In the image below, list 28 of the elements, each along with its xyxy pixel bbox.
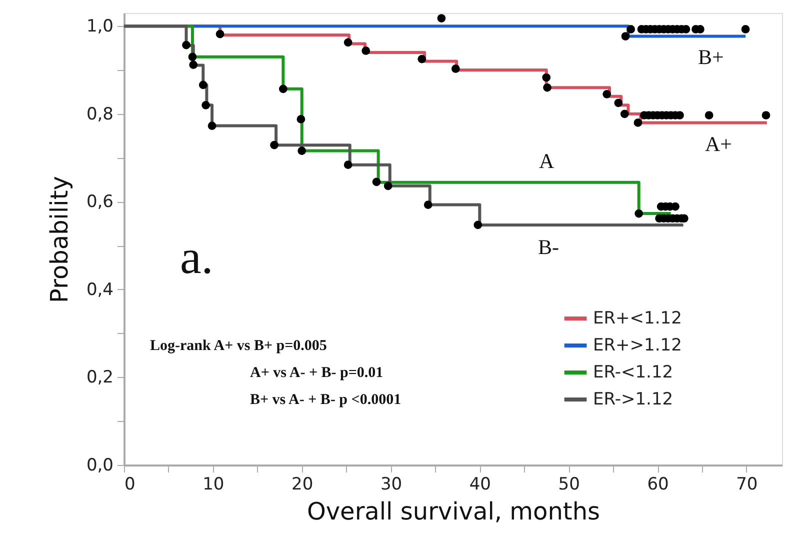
x-axis-title: Overall survival, months (306, 498, 600, 526)
x-tick-label: 70 (736, 474, 758, 494)
x-tick-label: 60 (647, 474, 669, 494)
y-tick-label: 0,0 (86, 456, 114, 476)
annotation: A+ (705, 132, 732, 156)
x-tick-label: 20 (292, 474, 314, 494)
legend-label: ER+>1.12 (593, 336, 682, 356)
x-tick-label: 50 (558, 474, 580, 494)
annotation: B- (538, 235, 560, 259)
y-tick-label: 0,8 (86, 104, 114, 124)
y-tick-label: 0,4 (86, 280, 114, 300)
legend-label: ER+<1.12 (593, 308, 682, 328)
annotation: A (539, 149, 555, 173)
annotation: a. (180, 231, 214, 284)
annotation: Log-rank A+ vs B+ p=0.005 (150, 338, 327, 354)
y-axis-title: Probability (45, 176, 74, 303)
y-tick-label: 1,0 (86, 16, 114, 37)
annotation: A+ vs A- + B- p=0.01 (250, 365, 384, 381)
annotation: B+ vs A- + B- p <0.0001 (250, 392, 402, 408)
x-tick-label: 40 (469, 474, 491, 494)
annotation: B+ (698, 45, 724, 69)
x-tick-label: 30 (380, 474, 402, 494)
y-tick-label: 0,6 (86, 192, 114, 212)
x-tick-label: 0 (124, 474, 136, 494)
x-tick-label: 10 (202, 474, 224, 494)
legend-label: ER-<1.12 (593, 362, 674, 382)
legend-label: ER->1.12 (593, 390, 674, 410)
y-tick-label: 0,2 (86, 368, 114, 388)
